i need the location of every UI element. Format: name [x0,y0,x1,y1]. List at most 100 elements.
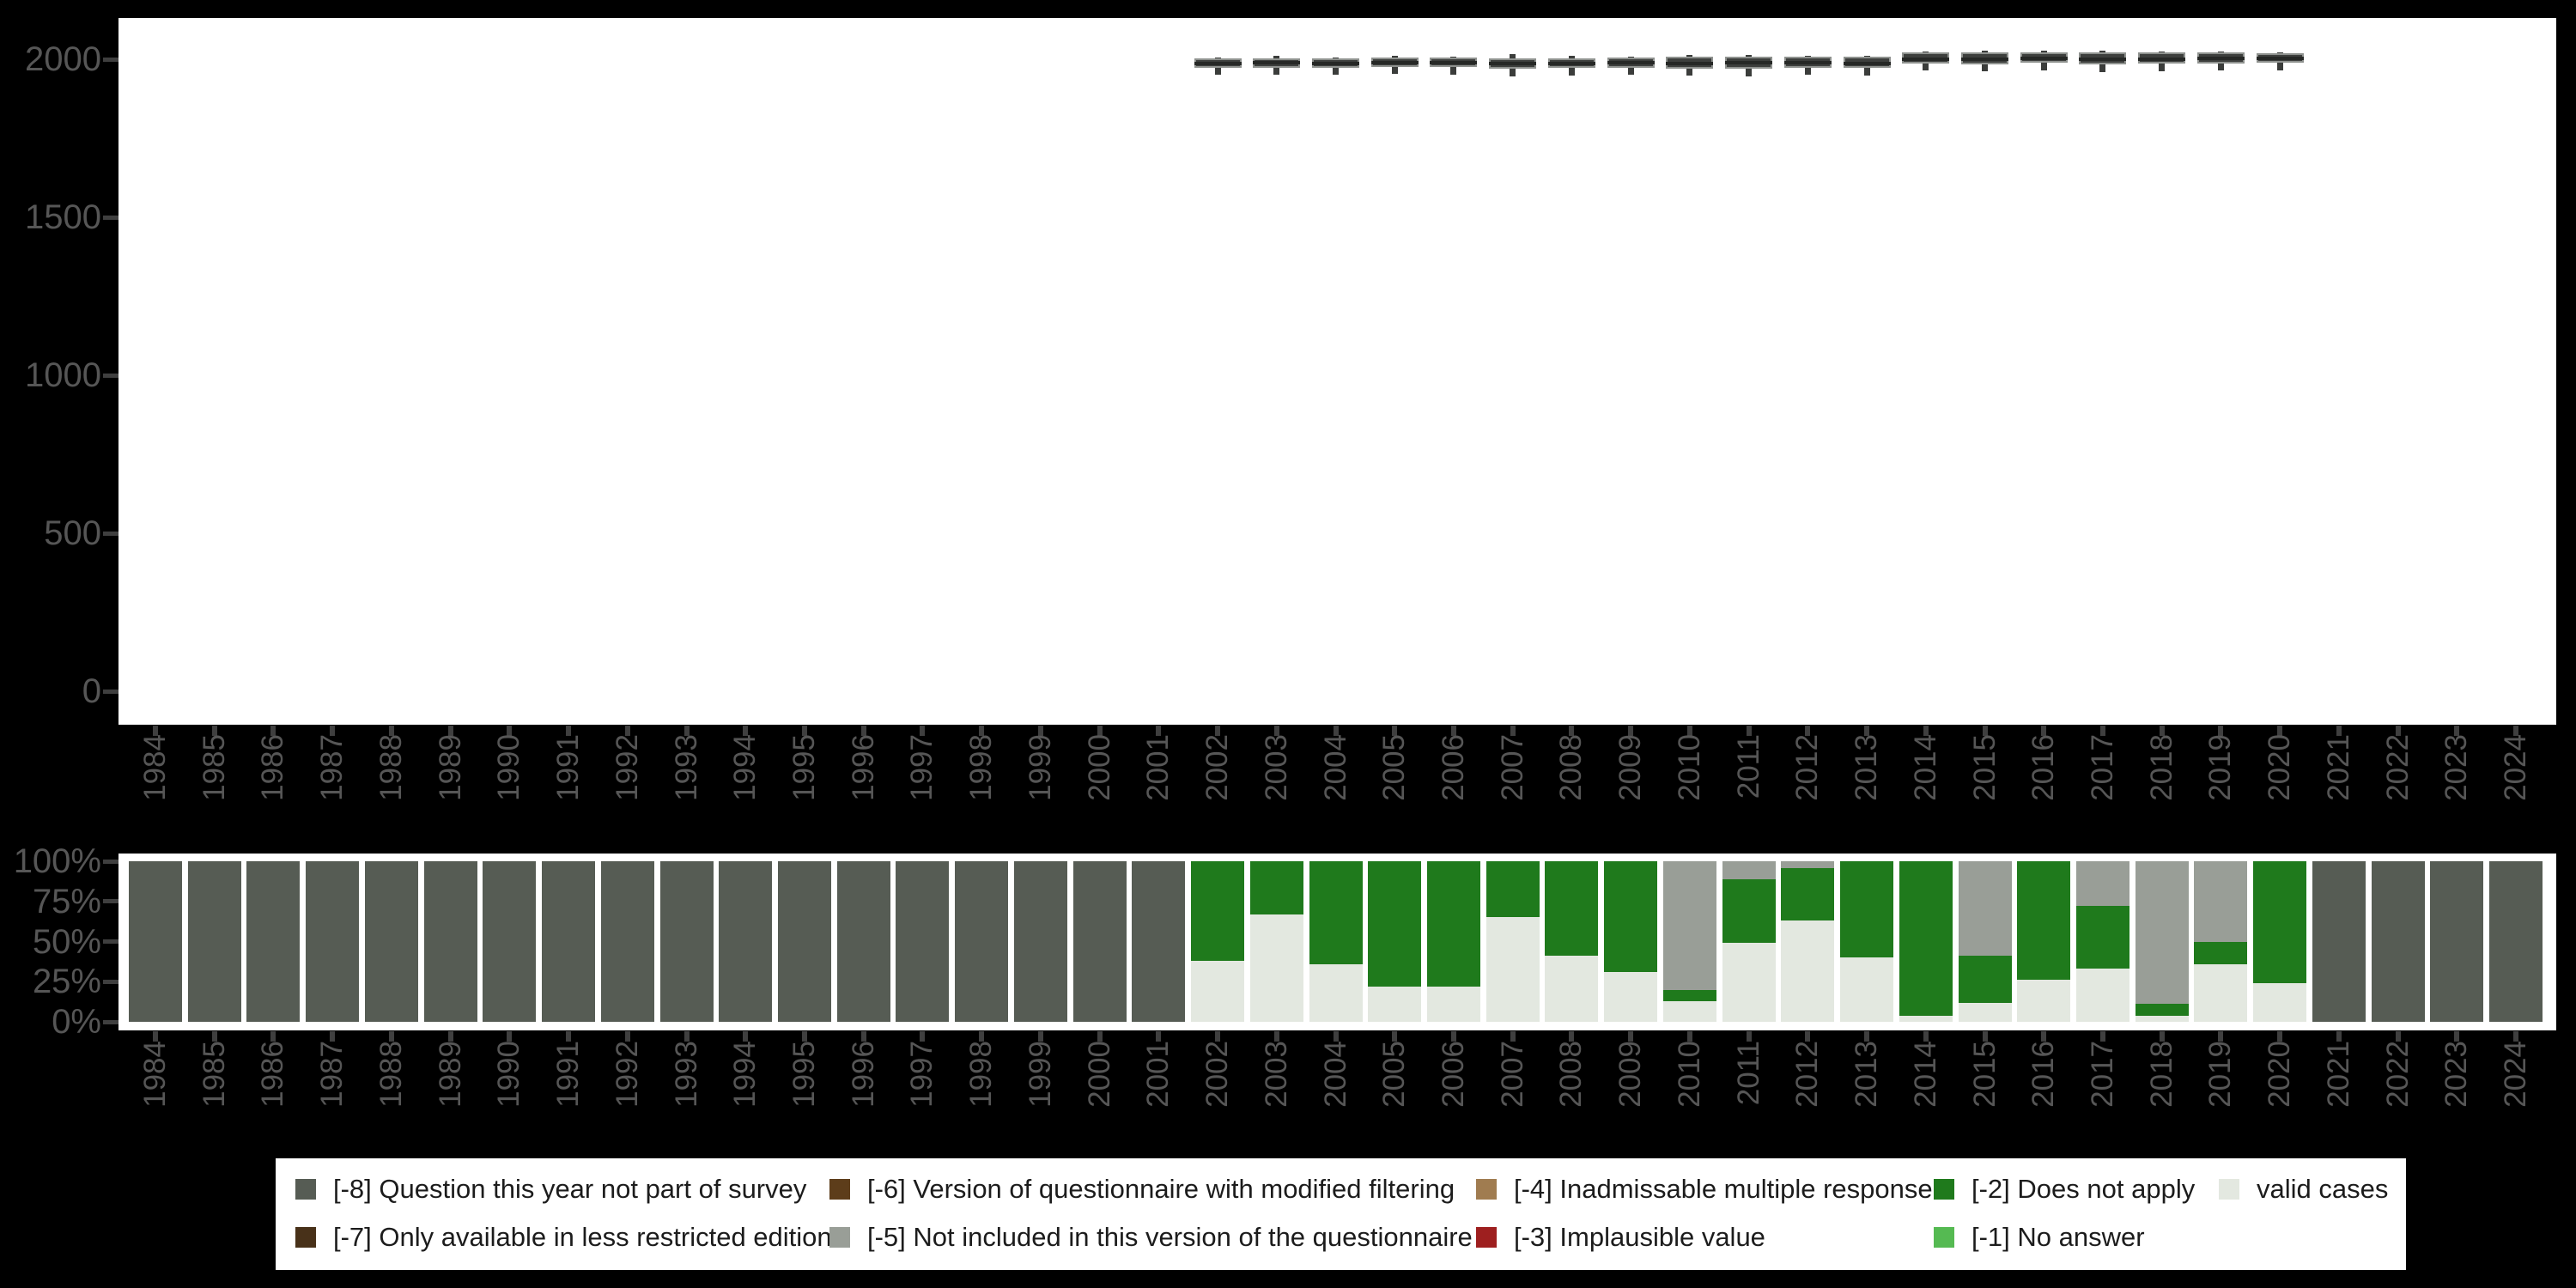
legend-swatch--7 [295,1227,316,1248]
bar-segment--8 [129,861,182,1022]
x-axis-tick [388,1031,394,1042]
boxplot-lower-whisker [1686,69,1693,76]
legend-label--4: [-4] Inadmissable multiple response [1514,1174,1933,1204]
x-axis-year-label: 2003 [1259,734,1293,801]
year-bar [600,861,654,1022]
bar-segment--8 [955,861,1009,1022]
bar-segment--8 [364,861,418,1022]
bar-segment--2 [2253,861,2307,984]
boxplot-median [1961,58,2009,61]
x-axis-year-label: 2018 [2144,1041,2178,1108]
x-axis-tick [330,726,336,736]
boxplot-median [1312,62,1360,66]
x-axis-tick [2159,1031,2165,1042]
boxplot-upper-whisker [1273,56,1280,58]
legend-swatch--4 [1476,1179,1497,1200]
bar-segment--2 [1309,861,1363,964]
year-bar [1191,861,1245,1022]
boxplot-lower-whisker [2217,63,2224,70]
x-axis-year-label: 2024 [2499,1041,2533,1108]
x-axis-tick [1746,1031,1752,1042]
bar-segment-valid [2075,969,2129,1022]
x-axis-tick [447,726,453,736]
bar-segment-valid [1722,943,1776,1022]
boxplot-upper-whisker [1568,56,1575,58]
bar-segment--8 [483,861,537,1022]
bar-segment-valid [1485,917,1540,1022]
bar-segment--8 [600,861,654,1022]
bar-segment--8 [306,861,360,1022]
bar-segment--8 [246,861,301,1022]
x-axis-tick [2218,1031,2224,1042]
year-bar [129,861,182,1022]
year-bar [187,861,241,1022]
bar-segment-valid [1191,960,1245,1022]
boxplot-median [2079,58,2127,61]
x-axis-tick [979,1031,985,1042]
year-bar [1662,861,1716,1022]
x-axis-tick [624,1031,630,1042]
x-axis-tick [1037,726,1043,736]
boxplot-upper-whisker [2040,51,2047,52]
legend-label--8: [-8] Question this year not part of surv… [333,1174,807,1204]
bar-segment--2 [1604,861,1658,973]
bar-segment--8 [719,861,773,1022]
x-axis-year-label: 2019 [2203,1041,2238,1108]
year-bar [777,861,831,1022]
bar-segment--2 [1191,861,1245,961]
x-axis-tick [801,1031,807,1042]
year-bar [2017,861,2071,1022]
x-axis-year-label: 1995 [787,734,821,801]
year-bar [1604,861,1658,1022]
year-bar [1309,861,1363,1022]
boxplot-median [1607,61,1655,65]
x-axis-year-label: 1990 [492,1041,526,1108]
bar-segment--2 [1899,861,1953,1016]
x-axis-tick [1923,726,1929,736]
bar-segment--8 [1132,861,1186,1022]
x-axis-year-label: 1987 [315,1041,349,1108]
x-axis-tick [2277,1031,2283,1042]
boxplot-lower-whisker [2276,63,2283,70]
legend-swatch--5 [829,1227,850,1248]
bar-segment--8 [836,861,890,1022]
bar-segment--2 [1662,989,1716,1001]
x-axis-tick [1805,1031,1811,1042]
x-axis-tick [860,1031,866,1042]
boxplot-median [1843,61,1891,65]
bar-segment-valid [1840,957,1894,1022]
legend-label--6: [-6] Version of questionnaire with modif… [867,1174,1455,1204]
x-axis-year-label: 2004 [1318,1041,1352,1108]
bar-segment--8 [2312,861,2366,1022]
y-axis-tick [103,215,118,220]
x-axis-tick [2159,726,2165,736]
x-axis-year-label: 1989 [433,1041,467,1108]
boxplot-upper-whisker [2276,52,2283,53]
x-axis-year-label: 1986 [256,734,290,801]
bar-segment--5 [1722,861,1776,879]
x-axis-tick [2099,1031,2105,1042]
year-bar [1485,861,1540,1022]
x-axis-year-label: 1990 [492,734,526,801]
percent-axis-tick [103,899,118,904]
x-axis-year-label: 2006 [1436,734,1470,801]
boxplot-lower-whisker [1627,67,1634,76]
x-axis-tick [1156,726,1162,736]
x-axis-year-label: 2023 [2439,1041,2474,1108]
x-axis-year-label: 1992 [610,1041,644,1108]
boxplot-lower-whisker [1391,67,1398,75]
x-axis-year-label: 1985 [197,734,231,801]
bar-segment--2 [1426,861,1480,987]
boxplot-lower-whisker [1923,64,1929,70]
x-axis-tick [2513,1031,2519,1042]
y-axis-label: 1000 [25,356,101,394]
x-axis-year-label: 1997 [905,1041,939,1108]
bar-segment--8 [542,861,596,1022]
legend-swatch-valid [2219,1179,2239,1200]
x-axis-year-label: 2009 [1613,734,1648,801]
boxplot-lower-whisker [1804,68,1811,76]
boxplot-lower-whisker [1746,69,1753,76]
x-axis-tick [2277,726,2283,736]
year-bar [1368,861,1422,1022]
bar-segment--2 [1249,861,1303,914]
